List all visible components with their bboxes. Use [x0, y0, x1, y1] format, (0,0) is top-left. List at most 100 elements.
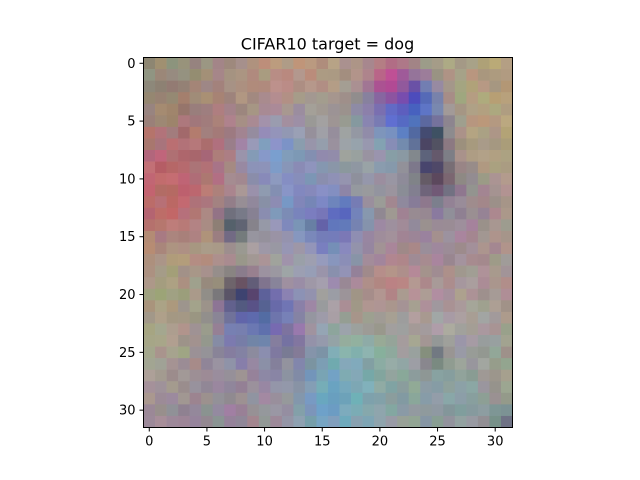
- image-pixel: [316, 69, 329, 81]
- image-pixel: [454, 392, 467, 405]
- image-pixel: [143, 207, 156, 220]
- image-pixel: [454, 219, 467, 232]
- image-pixel: [224, 369, 237, 382]
- image-pixel: [155, 196, 167, 209]
- image-pixel: [235, 415, 248, 428]
- image-pixel: [500, 173, 513, 186]
- image-pixel: [304, 369, 317, 382]
- image-pixel: [477, 219, 490, 232]
- image-pixel: [477, 230, 490, 243]
- image-pixel: [328, 150, 340, 162]
- image-pixel: [466, 254, 479, 266]
- image-pixel: [466, 392, 479, 405]
- image-pixel: [178, 404, 190, 417]
- image-pixel: [443, 265, 456, 278]
- image-pixel: [293, 346, 306, 359]
- image-pixel: [247, 207, 260, 220]
- image-pixel: [477, 173, 490, 186]
- image-pixel: [201, 265, 214, 278]
- image-pixel: [201, 346, 214, 359]
- image-pixel: [489, 392, 502, 405]
- image-pixel: [397, 323, 410, 336]
- image-pixel: [477, 358, 490, 371]
- image-pixel: [466, 138, 479, 151]
- image-pixel: [489, 57, 502, 70]
- image-pixel: [385, 150, 398, 162]
- image-pixel: [385, 173, 398, 186]
- image-pixel: [316, 277, 329, 290]
- image-pixel: [166, 392, 179, 405]
- x-tick-label: 10: [256, 435, 273, 450]
- image-pixel: [247, 277, 260, 290]
- image-pixel: [328, 242, 340, 255]
- image-pixel: [431, 404, 444, 417]
- image-pixel: [443, 335, 456, 347]
- image-pixel: [454, 242, 467, 255]
- image-pixel: [454, 173, 467, 186]
- image-pixel: [408, 288, 421, 301]
- image-pixel: [201, 242, 214, 255]
- image-pixel: [281, 242, 294, 255]
- image-pixel: [443, 115, 456, 128]
- image-pixel: [397, 346, 410, 359]
- image-pixel: [397, 69, 410, 81]
- image-pixel: [281, 184, 294, 197]
- image-pixel: [166, 184, 179, 197]
- image-pixel: [397, 230, 410, 243]
- image-pixel: [281, 300, 294, 313]
- image-pixel: [247, 335, 260, 347]
- image-pixel: [466, 173, 479, 186]
- image-pixel: [270, 150, 283, 162]
- image-pixel: [408, 161, 421, 174]
- image-pixel: [258, 381, 271, 394]
- image-pixel: [489, 196, 502, 209]
- image-pixel: [235, 219, 248, 232]
- image-pixel: [477, 369, 490, 382]
- image-pixel: [281, 404, 294, 417]
- image-pixel: [270, 323, 283, 336]
- image-pixel: [224, 219, 237, 232]
- image-pixel: [397, 277, 410, 290]
- image-pixel: [304, 115, 317, 128]
- image-pixel: [477, 207, 490, 220]
- image-pixel: [374, 254, 387, 266]
- image-pixel: [270, 392, 283, 405]
- image-pixel: [281, 415, 294, 428]
- image-pixel: [328, 311, 340, 324]
- image-pixel: [281, 115, 294, 128]
- image-pixel: [385, 381, 398, 394]
- image-pixel: [362, 230, 375, 243]
- image-pixel: [166, 288, 179, 301]
- image-pixel: [489, 404, 502, 417]
- image-pixel: [351, 335, 363, 347]
- image-pixel: [420, 115, 433, 128]
- image-pixel: [489, 381, 502, 394]
- image-pixel: [293, 392, 306, 405]
- image-pixel: [189, 150, 202, 162]
- image-pixel: [500, 80, 513, 93]
- x-tick-label: 15: [314, 435, 331, 450]
- image-pixel: [362, 207, 375, 220]
- image-pixel: [351, 369, 363, 382]
- image-pixel: [328, 277, 340, 290]
- image-pixel: [443, 173, 456, 186]
- image-pixel: [201, 358, 214, 371]
- image-pixel: [212, 335, 225, 347]
- image-pixel: [304, 288, 317, 301]
- image-pixel: [489, 265, 502, 278]
- image-pixel: [362, 80, 375, 93]
- image-pixel: [431, 219, 444, 232]
- image-pixel: [489, 277, 502, 290]
- image-pixel: [362, 277, 375, 290]
- image-pixel: [166, 254, 179, 266]
- image-pixel: [328, 69, 340, 81]
- image-pixel: [270, 92, 283, 105]
- image-pixel: [201, 196, 214, 209]
- image-pixel: [247, 358, 260, 371]
- image-pixel: [477, 415, 490, 428]
- image-pixel: [385, 300, 398, 313]
- image-pixel: [270, 103, 283, 116]
- image-pixel: [466, 219, 479, 232]
- image-pixel: [477, 138, 490, 151]
- image-pixel: [454, 277, 467, 290]
